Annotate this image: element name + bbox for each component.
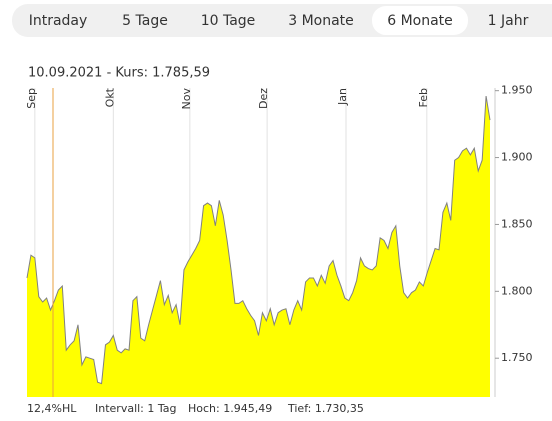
footer-text: 12,4%HL bbox=[27, 402, 77, 415]
tab-selected[interactable] bbox=[372, 6, 468, 35]
x-tick-label: Sep bbox=[25, 88, 38, 109]
x-tick-label: Dez bbox=[257, 88, 270, 109]
area bbox=[27, 96, 490, 397]
tab[interactable]: 6 Monate bbox=[387, 13, 453, 29]
x-tick-label: Jan bbox=[336, 88, 349, 106]
x-tick-label: Nov bbox=[180, 88, 193, 110]
y-tick-label: 1.900 bbox=[501, 151, 533, 164]
footer-text: Intervall: 1 Tag bbox=[95, 402, 177, 415]
footer-text: Hoch: 1.945,49 bbox=[188, 402, 272, 415]
y-tick-label: 1.950 bbox=[501, 84, 533, 97]
tab[interactable]: 5 Tage bbox=[122, 13, 168, 29]
y-tick-label: 1.800 bbox=[501, 284, 533, 297]
footer-text: Tief: 1.730,35 bbox=[287, 402, 364, 415]
x-tick-label: Feb bbox=[417, 88, 430, 107]
line bbox=[26, 95, 491, 385]
x-tick-label: Okt bbox=[103, 87, 116, 107]
y-tick-label: 1.850 bbox=[501, 217, 533, 230]
tab[interactable]: 10 Tage bbox=[201, 13, 256, 29]
tab-bar bbox=[12, 4, 552, 37]
tab[interactable]: 1 Jahr bbox=[488, 13, 529, 29]
tab[interactable]: 3 Monate bbox=[288, 13, 354, 29]
tab[interactable]: Intraday bbox=[29, 13, 88, 29]
y-tick-label: 1.750 bbox=[501, 351, 533, 364]
chart-subtitle: 10.09.2021 - Kurs: 1.785,59 bbox=[28, 66, 210, 81]
